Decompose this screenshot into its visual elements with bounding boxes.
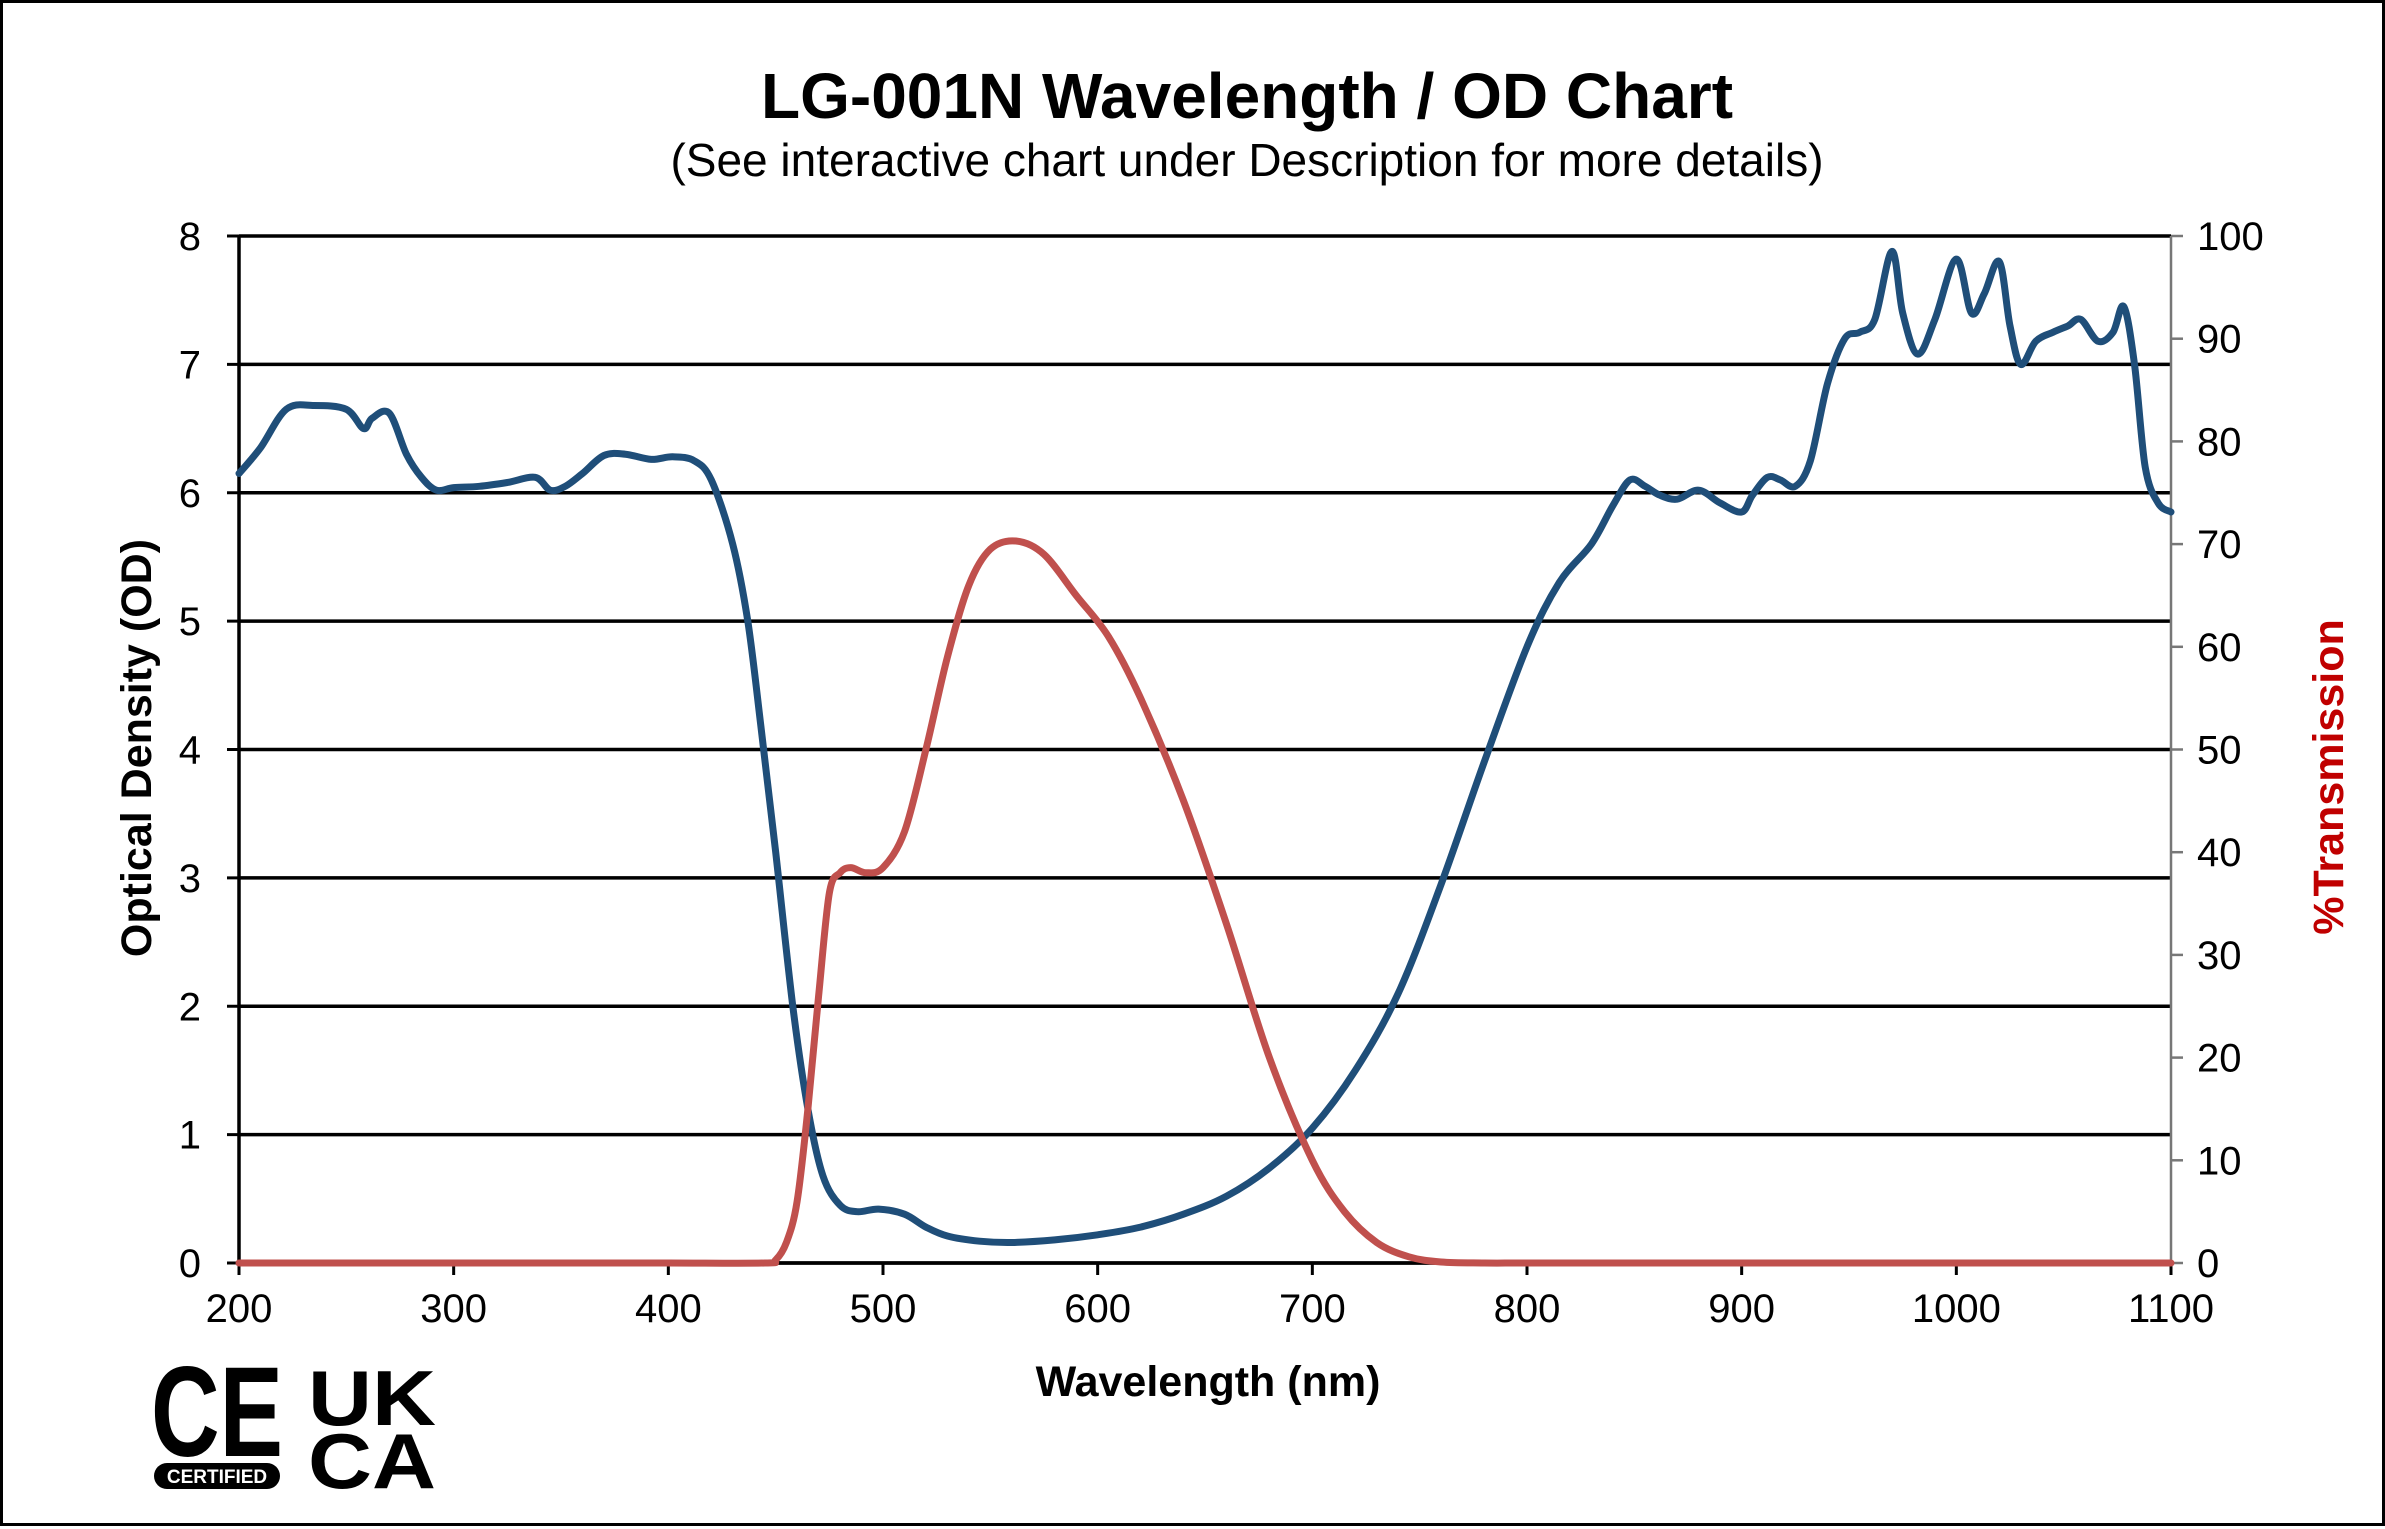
chart-title: LG-001N Wavelength / OD Chart xyxy=(761,60,1733,132)
y2-tick-label: 100 xyxy=(2197,215,2264,259)
gridlines xyxy=(239,234,2171,1265)
x-tick-label: 600 xyxy=(1064,1287,1131,1331)
ce-certified-logo: CE CERTIFIED xyxy=(151,1341,283,1489)
y-tick-label: 4 xyxy=(179,729,201,773)
x-tick-label: 200 xyxy=(206,1287,273,1331)
y2-axis-ticks: 0 10 20 30 40 50 60 70 80 90 100 xyxy=(2171,215,2264,1286)
y-tick-label: 8 xyxy=(179,215,201,259)
y-tick-label: 6 xyxy=(179,472,201,516)
x-axis-ticks: 200 300 400 500 600 700 800 900 1000 1100 xyxy=(206,1263,2214,1331)
y-tick-label: 1 xyxy=(179,1114,201,1158)
y2-tick-label: 80 xyxy=(2197,420,2242,464)
y2-tick-label: 10 xyxy=(2197,1139,2242,1183)
od-series-line xyxy=(235,247,2175,1247)
x-tick-label: 1100 xyxy=(2128,1287,2214,1331)
x-tick-label: 700 xyxy=(1279,1287,1346,1331)
y-axis-label: Optical Density (OD) xyxy=(113,539,161,957)
y2-tick-label: 70 xyxy=(2197,523,2242,567)
ukca-line2: CA xyxy=(308,1417,436,1505)
y-tick-label: 7 xyxy=(179,343,201,387)
y2-tick-label: 50 xyxy=(2197,729,2242,773)
y2-tick-label: 90 xyxy=(2197,318,2242,362)
y-tick-label: 2 xyxy=(179,985,201,1029)
x-tick-label: 800 xyxy=(1494,1287,1561,1331)
y2-tick-label: 60 xyxy=(2197,626,2242,670)
x-tick-label: 400 xyxy=(635,1287,702,1331)
certified-badge xyxy=(154,1463,280,1489)
transmission-series-line xyxy=(235,537,2175,1267)
y-tick-label: 0 xyxy=(179,1242,201,1286)
x-tick-label: 300 xyxy=(420,1287,487,1331)
y2-tick-label: 0 xyxy=(2197,1242,2219,1286)
ukca-logo: UK CA xyxy=(308,1354,436,1505)
y-tick-label: 5 xyxy=(179,600,201,644)
x-tick-label: 900 xyxy=(1708,1287,1775,1331)
series-lines xyxy=(235,247,2175,1267)
y2-tick-label: 20 xyxy=(2197,1037,2242,1081)
y2-tick-label: 40 xyxy=(2197,831,2242,875)
y-axis-ticks: 0 1 2 3 4 5 6 7 8 xyxy=(179,215,239,1286)
y2-axis-label: %Transmission xyxy=(2305,619,2353,934)
x-tick-label: 1000 xyxy=(1912,1287,2001,1331)
y-tick-label: 3 xyxy=(179,857,201,901)
x-axis-label: Wavelength (nm) xyxy=(1036,1358,1381,1406)
chart-subtitle: (See interactive chart under Description… xyxy=(670,134,1823,186)
y2-tick-label: 30 xyxy=(2197,934,2242,978)
od-transmission-chart: LG-001N Wavelength / OD Chart (See inter… xyxy=(113,60,2353,1505)
certified-badge-text: CERTIFIED xyxy=(167,1467,267,1488)
ce-mark: CE xyxy=(151,1341,283,1484)
x-tick-label: 500 xyxy=(850,1287,917,1331)
ukca-line1: UK xyxy=(308,1354,436,1442)
